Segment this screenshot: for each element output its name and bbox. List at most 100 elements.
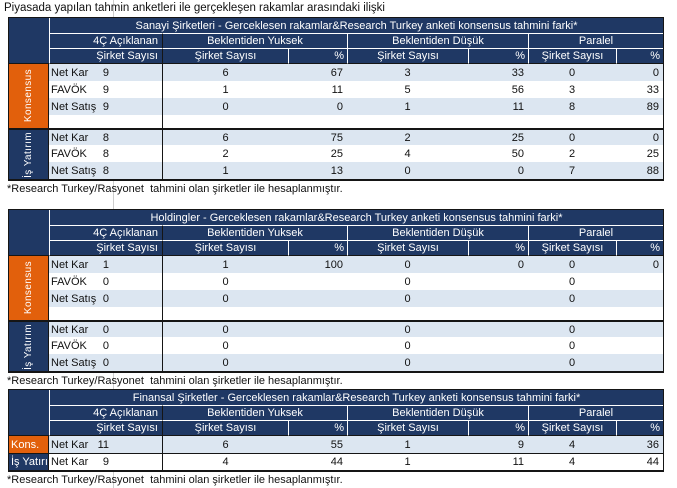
lower-pct-cell	[468, 320, 528, 337]
metric-announced-cell: FAVÖK 9	[49, 81, 116, 98]
section-label-is-yatirim: İş Yatırım	[9, 453, 49, 470]
higher-pct-cell	[288, 320, 347, 337]
lower-pct-cell: 9	[468, 436, 528, 453]
subheader-company-count: Şirket Sayısı	[163, 420, 288, 436]
subheader-percent: %	[468, 420, 528, 436]
group-header-lower: Beklentiden Düşük	[347, 33, 528, 48]
subheader-percent: %	[468, 48, 528, 64]
higher-pct-cell: 67	[288, 64, 347, 81]
metric-label: Net Kar	[51, 131, 89, 144]
parallel-count-cell: 0	[528, 256, 616, 273]
lower-count-cell: 0	[347, 290, 468, 307]
metric-announced-cell: Net Kar 0	[49, 320, 116, 337]
metric-label: Net Kar	[51, 323, 89, 336]
section-label-konsensus-text: Konsensus	[22, 261, 34, 315]
announced-filler-cell	[116, 64, 163, 81]
parallel-pct-cell	[616, 320, 663, 337]
subheader-percent: %	[288, 48, 347, 64]
subheader-percent: %	[288, 420, 347, 436]
higher-pct-cell: 75	[288, 128, 347, 145]
metric-announced-cell: Net Kar 9	[49, 64, 116, 81]
higher-count-cell: 0	[163, 98, 288, 115]
parallel-count-cell: 7	[528, 162, 616, 179]
higher-count-cell: 0	[163, 320, 288, 337]
group-header-lower: Beklentiden Düşük	[347, 225, 528, 240]
lower-pct-cell	[468, 337, 528, 354]
parallel-count-cell: 8	[528, 98, 616, 115]
group-header-announced: 4Ç Açıklanan	[49, 33, 163, 48]
subheader-company-count: Şirket Sayısı	[163, 240, 288, 256]
parallel-pct-cell	[616, 273, 663, 290]
higher-count-cell: 4	[163, 453, 288, 470]
table-sanayi-sirketleri: Sanayi Şirketleri - Gerceklesen rakamlar…	[8, 17, 664, 181]
corner-cell	[9, 390, 49, 436]
parallel-pct-cell: 0	[616, 128, 663, 145]
announced-filler-cell	[116, 162, 163, 179]
table-footnote: *Research Turkey/Rasyonet tahmini olan ş…	[7, 183, 343, 195]
parallel-pct-cell	[616, 354, 663, 371]
announced-count: 8	[102, 164, 109, 177]
empty-row-cell	[163, 115, 663, 128]
metric-announced-cell: Net Satış 0	[49, 290, 116, 307]
metric-label: Net Satış	[51, 356, 97, 369]
announced-count: 8	[102, 147, 109, 160]
lower-count-cell: 1	[347, 98, 468, 115]
parallel-count-cell: 4	[528, 453, 616, 470]
announced-count: 0	[102, 275, 109, 288]
lower-pct-cell: 25	[468, 128, 528, 145]
announced-filler-cell	[116, 128, 163, 145]
announced-count: 0	[102, 292, 109, 305]
announced-count: 9	[102, 100, 109, 113]
parallel-pct-cell: 36	[616, 436, 663, 453]
higher-pct-cell: 100	[288, 256, 347, 273]
table-finansal-sirketler: Finansal Şirketler - Gerceklesen rakamla…	[8, 389, 664, 472]
parallel-count-cell: 0	[528, 64, 616, 81]
subheader-company-count: Şirket Sayısı	[528, 420, 616, 436]
lower-count-cell: 0	[347, 354, 468, 371]
higher-pct-cell: 55	[288, 436, 347, 453]
subheader-company-count: Şirket Sayısı	[49, 48, 163, 64]
higher-pct-cell	[288, 337, 347, 354]
lower-pct-cell: 50	[468, 145, 528, 162]
higher-count-cell: 0	[163, 337, 288, 354]
metric-announced-cell: Net Kar 8	[49, 128, 116, 145]
metric-label: Net Kar	[51, 456, 89, 468]
group-header-announced: 4Ç Açıklanan	[49, 225, 163, 240]
group-header-announced: 4Ç Açıklanan	[49, 405, 163, 420]
empty-row-cell	[49, 115, 116, 128]
group-header-parallel: Paralel	[528, 405, 663, 420]
higher-count-cell: 2	[163, 145, 288, 162]
empty-row-cell	[116, 307, 163, 320]
higher-pct-cell: 25	[288, 145, 347, 162]
metric-announced-cell: Net Kar 1	[49, 256, 116, 273]
subheader-company-count: Şirket Sayısı	[49, 240, 163, 256]
announced-count: 11	[97, 438, 109, 451]
announced-filler-cell	[116, 436, 163, 453]
section-label-konsensus: Konsensus	[9, 256, 49, 320]
section-label-is-yatirim: İş Yatırım	[9, 128, 49, 179]
metric-announced-cell: FAVÖK 8	[49, 145, 116, 162]
section-label-is-yatirim-text: İş Yatırım	[22, 323, 34, 370]
parallel-count-cell: 0	[528, 337, 616, 354]
empty-row-cell	[49, 307, 116, 320]
corner-cell	[9, 210, 49, 256]
lower-count-cell: 1	[347, 453, 468, 470]
subheader-company-count: Şirket Sayısı	[49, 420, 163, 436]
metric-label: Net Satış	[51, 292, 97, 305]
metric-label: Net Kar	[51, 438, 89, 451]
lower-count-cell: 0	[347, 273, 468, 290]
announced-filler-cell	[116, 453, 163, 470]
announced-count: 9	[102, 456, 109, 468]
empty-row-cell	[116, 115, 163, 128]
lower-pct-cell: 0	[468, 162, 528, 179]
metric-label: Net Satış	[51, 164, 97, 177]
metric-announced-cell: Net Kar 9	[49, 453, 116, 470]
higher-count-cell: 6	[163, 64, 288, 81]
higher-count-cell: 1	[163, 256, 288, 273]
metric-announced-cell: FAVÖK 0	[49, 273, 116, 290]
parallel-count-cell: 3	[528, 81, 616, 98]
table-title: Finansal Şirketler - Gerceklesen rakamla…	[49, 390, 663, 405]
higher-pct-cell	[288, 290, 347, 307]
group-header-higher: Beklentiden Yuksek	[163, 33, 347, 48]
lower-count-cell: 5	[347, 81, 468, 98]
